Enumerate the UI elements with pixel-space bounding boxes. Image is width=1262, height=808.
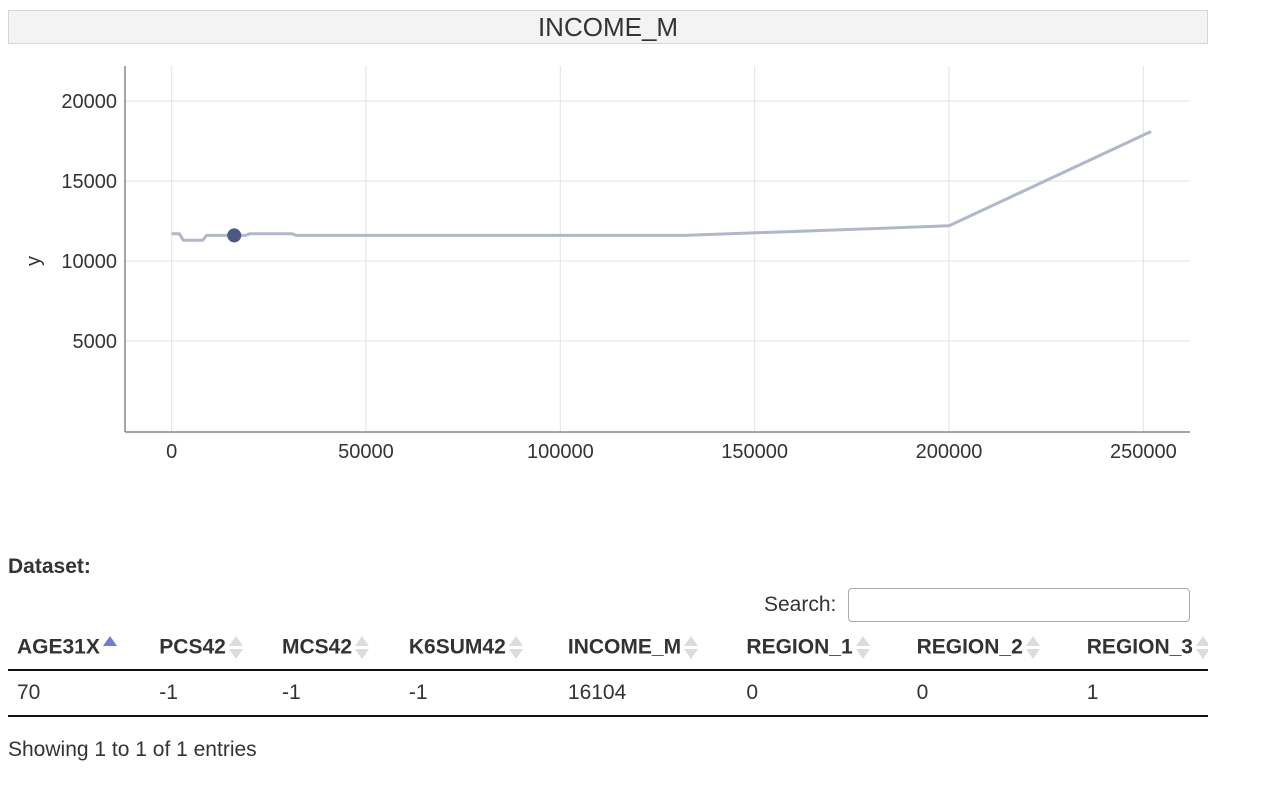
y-axis-label: y xyxy=(23,256,45,266)
y-tick-label: 20000 xyxy=(61,91,117,113)
column-header-k6sum42[interactable]: K6SUM42 xyxy=(399,625,559,671)
sort-icon xyxy=(508,635,524,661)
sort-ascending-icon xyxy=(102,635,118,661)
column-header-pcs42[interactable]: PCS42 xyxy=(150,625,273,671)
table-cell: 70 xyxy=(8,670,151,717)
x-tick-label: 250000 xyxy=(1110,441,1177,463)
sort-icon xyxy=(1195,635,1208,661)
table-cell: 0 xyxy=(737,670,908,717)
column-header-income-m[interactable]: INCOME_M xyxy=(558,625,738,671)
sort-icon xyxy=(228,635,244,661)
chart-title: INCOME_M xyxy=(8,10,1208,44)
series-line xyxy=(171,130,1152,242)
x-tick-label: 150000 xyxy=(721,441,788,463)
column-header-region-2[interactable]: REGION_2 xyxy=(907,625,1078,671)
sort-icon xyxy=(354,635,370,661)
highlight-point xyxy=(227,228,242,243)
table-cell: 1 xyxy=(1077,670,1208,717)
search-label: Search: xyxy=(764,593,837,616)
income-line-chart: 0 50000 100000 150000 200000 250000 5000 10000 1… xyxy=(23,66,1190,463)
dataset-label: Dataset: xyxy=(8,555,91,578)
table-cell: -1 xyxy=(272,670,400,717)
x-tick-label: 50000 xyxy=(338,441,394,463)
y-tick-label: 15000 xyxy=(61,171,117,193)
table-header-row: AGE31X PCS42 MCS42 K6SUM42 INCOME_M REGI… xyxy=(8,625,1208,671)
column-header-region-3[interactable]: REGION_3 xyxy=(1077,625,1208,671)
x-tick-label: 200000 xyxy=(916,441,983,463)
table-cell: -1 xyxy=(150,670,273,717)
dataset-table-wrapper: AGE31X PCS42 MCS42 K6SUM42 INCOME_M REGI… xyxy=(8,625,1208,717)
dataset-table: AGE31X PCS42 MCS42 K6SUM42 INCOME_M REGI… xyxy=(8,625,1208,717)
table-info: Showing 1 to 1 of 1 entries xyxy=(8,738,257,761)
table-cell: -1 xyxy=(399,670,559,717)
column-header-age31x[interactable]: AGE31X xyxy=(8,625,151,671)
table-cell: 16104 xyxy=(558,670,738,717)
x-tick-label: 100000 xyxy=(527,441,594,463)
search-box: Search: xyxy=(764,588,1191,622)
sort-icon xyxy=(855,635,871,661)
table-cell: 0 xyxy=(907,670,1078,717)
search-input[interactable] xyxy=(848,588,1191,622)
column-header-mcs42[interactable]: MCS42 xyxy=(272,625,400,671)
sort-icon xyxy=(683,635,699,661)
y-tick-label: 10000 xyxy=(61,251,117,273)
table-row[interactable]: 70 -1 -1 -1 16104 0 0 1 xyxy=(8,670,1208,717)
sort-icon xyxy=(1025,635,1041,661)
y-tick-label: 5000 xyxy=(73,331,118,353)
x-tick-label: 0 xyxy=(166,441,177,463)
column-header-region-1[interactable]: REGION_1 xyxy=(737,625,908,671)
